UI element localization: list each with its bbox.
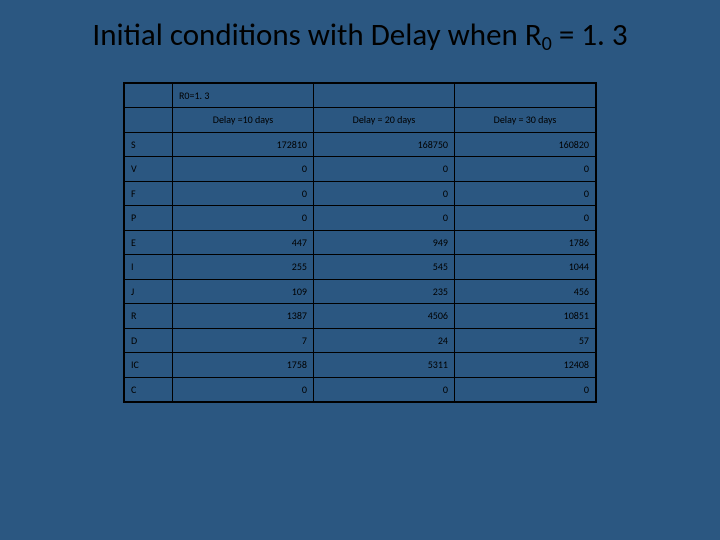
- cell: 4506: [314, 304, 455, 329]
- table-header-row: Delay =10 days Delay = 20 days Delay = 3…: [125, 108, 596, 133]
- r0-label: R0=1. 3: [173, 83, 314, 108]
- cell: 0: [314, 377, 455, 402]
- row-label: E: [125, 230, 173, 255]
- cell: 545: [314, 255, 455, 280]
- col-header: Delay = 30 days: [455, 108, 596, 133]
- table-row: IC 1758 5311 12408: [125, 353, 596, 378]
- cell: 7: [173, 328, 314, 353]
- table-row: S 172810 168750 160820: [125, 132, 596, 157]
- row-label: S: [125, 132, 173, 157]
- table-row: R 1387 4506 10851: [125, 304, 596, 329]
- cell: 0: [455, 206, 596, 231]
- cell: 0: [314, 206, 455, 231]
- cell: 109: [173, 279, 314, 304]
- cell: 0: [455, 157, 596, 182]
- row-label: I: [125, 255, 173, 280]
- title-subscript: 0: [542, 32, 552, 56]
- col-header: Delay =10 days: [173, 108, 314, 133]
- cell: 255: [173, 255, 314, 280]
- cell: 1786: [455, 230, 596, 255]
- cell: 447: [173, 230, 314, 255]
- cell: 10851: [455, 304, 596, 329]
- cell: 5311: [314, 353, 455, 378]
- cell: 0: [455, 377, 596, 402]
- cell: 0: [173, 157, 314, 182]
- slide-title: Initial conditions with Delay when R0 = …: [0, 0, 720, 54]
- cell: 0: [455, 181, 596, 206]
- row-label: J: [125, 279, 173, 304]
- table-r0-row: R0=1. 3: [125, 83, 596, 108]
- cell: 1387: [173, 304, 314, 329]
- table-row: E 447 949 1786: [125, 230, 596, 255]
- row-label: IC: [125, 353, 173, 378]
- cell: 0: [314, 157, 455, 182]
- title-prefix: Initial conditions with Delay when R: [92, 16, 541, 54]
- data-table-container: R0=1. 3 Delay =10 days Delay = 20 days D…: [123, 82, 597, 404]
- table-row: V 0 0 0: [125, 157, 596, 182]
- cell: 949: [314, 230, 455, 255]
- row-label: C: [125, 377, 173, 402]
- row-label: D: [125, 328, 173, 353]
- cell: 456: [455, 279, 596, 304]
- cell: 0: [314, 181, 455, 206]
- cell: 57: [455, 328, 596, 353]
- table-row: F 0 0 0: [125, 181, 596, 206]
- table-row: C 0 0 0: [125, 377, 596, 402]
- table-row: P 0 0 0: [125, 206, 596, 231]
- cell: 1758: [173, 353, 314, 378]
- title-suffix: = 1. 3: [552, 16, 628, 54]
- cell: 24: [314, 328, 455, 353]
- cell: 0: [173, 181, 314, 206]
- data-table: R0=1. 3 Delay =10 days Delay = 20 days D…: [124, 83, 596, 403]
- cell: 168750: [314, 132, 455, 157]
- cell: 235: [314, 279, 455, 304]
- col-header: Delay = 20 days: [314, 108, 455, 133]
- row-label: F: [125, 181, 173, 206]
- cell: 0: [173, 377, 314, 402]
- row-label: R: [125, 304, 173, 329]
- cell: 0: [173, 206, 314, 231]
- table-row: D 7 24 57: [125, 328, 596, 353]
- row-label: P: [125, 206, 173, 231]
- table-row: I 255 545 1044: [125, 255, 596, 280]
- cell: 12408: [455, 353, 596, 378]
- row-label: V: [125, 157, 173, 182]
- cell: 160820: [455, 132, 596, 157]
- cell: 172810: [173, 132, 314, 157]
- table-row: J 109 235 456: [125, 279, 596, 304]
- cell: 1044: [455, 255, 596, 280]
